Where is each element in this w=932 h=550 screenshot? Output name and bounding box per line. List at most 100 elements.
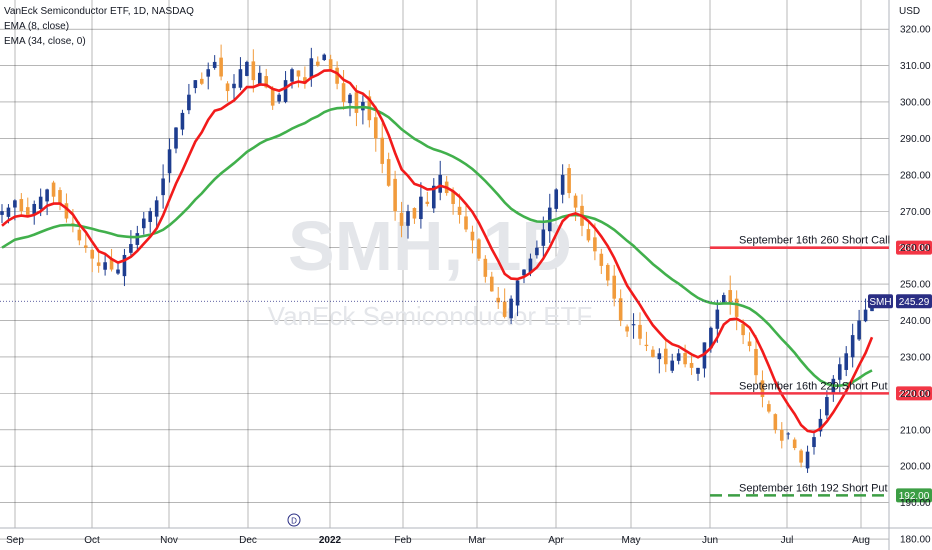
candle-body: [399, 212, 404, 226]
y-tick-label: 240.00: [900, 316, 931, 327]
watermark: SMH, 1D VanEck Semiconductor ETF: [268, 207, 593, 331]
candle: [290, 67, 294, 89]
candle-body: [547, 207, 552, 232]
y-tick-label: 230.00: [900, 352, 931, 363]
candle-body: [206, 69, 211, 77]
candle-body: [477, 239, 481, 259]
candle-body: [0, 211, 4, 215]
event-marker[interactable]: D: [287, 513, 301, 527]
candle: [734, 290, 739, 331]
y-tick-label: 190.00: [900, 498, 931, 509]
x-tick-label: Dec: [239, 535, 257, 546]
level-price-tag: [896, 386, 932, 401]
y-tick-label: 200.00: [900, 462, 931, 473]
candle: [238, 57, 243, 91]
candle: [554, 188, 559, 212]
candle-body: [212, 61, 217, 68]
candle-body: [103, 262, 107, 270]
candle-body: [264, 76, 269, 88]
candle: [844, 346, 849, 377]
candle-body: [199, 78, 204, 84]
event-marker-label: D: [291, 517, 297, 526]
candle: [154, 196, 159, 228]
candle: [631, 313, 636, 339]
candle-body: [174, 127, 178, 149]
candle: [25, 197, 30, 217]
candle: [116, 262, 120, 275]
candle-body: [354, 92, 359, 113]
candle: [373, 105, 378, 152]
candle-body: [734, 298, 739, 317]
candle-body: [180, 112, 185, 130]
x-tick-label: Aug: [852, 535, 870, 546]
candle: [348, 92, 352, 117]
candle-body: [825, 397, 829, 416]
x-tick-label: May: [622, 535, 641, 546]
x-tick-label: Nov: [160, 535, 178, 546]
candle-body: [90, 249, 95, 259]
candle-body: [605, 264, 610, 281]
candle: [676, 348, 681, 365]
candle-body: [709, 327, 713, 349]
candle-body: [786, 433, 791, 435]
candle-body: [535, 247, 539, 256]
candle-body: [167, 149, 172, 174]
candle-body: [406, 211, 410, 226]
candle: [502, 288, 507, 319]
candle: [341, 69, 346, 110]
candle-body: [6, 207, 11, 217]
candle-body: [625, 326, 629, 332]
candle: [335, 61, 339, 90]
candle: [148, 207, 153, 233]
candle: [605, 263, 610, 287]
candle-body: [122, 254, 127, 277]
candle-body: [380, 137, 385, 164]
candle: [444, 175, 449, 196]
candle: [386, 152, 391, 187]
candle-body: [393, 178, 397, 212]
candle-body: [689, 362, 694, 368]
candle: [193, 80, 198, 94]
candle: [161, 164, 165, 209]
x-tick-label: Feb: [394, 535, 412, 546]
candle-body: [116, 269, 120, 274]
candle-body: [315, 61, 320, 66]
candle: [683, 344, 687, 368]
level-label: September 16th 192 Short Put: [739, 482, 888, 494]
candle: [779, 422, 784, 449]
candle-body: [270, 89, 275, 106]
candle-body: [32, 203, 37, 215]
candle: [245, 60, 249, 77]
candle: [399, 201, 404, 238]
candle-body: [670, 360, 675, 371]
candle: [251, 49, 256, 93]
candle: [470, 225, 475, 254]
candle-body: [38, 196, 43, 209]
candle-body: [425, 201, 430, 204]
candle: [277, 92, 281, 104]
candle-body: [657, 353, 662, 360]
legend-symbol: VanEck Semiconductor ETF, 1D, NASDAQ: [4, 6, 194, 17]
legend: VanEck Semiconductor ETF, 1D, NASDAQ EMA…: [4, 4, 194, 49]
candle: [573, 193, 578, 222]
event-marker-circle: [287, 513, 301, 527]
candle-body: [328, 59, 333, 70]
candle-body: [335, 67, 339, 84]
candle-body: [457, 206, 462, 215]
candle-body: [257, 72, 262, 86]
candle-body: [599, 253, 604, 266]
candle: [805, 445, 810, 473]
candle: [380, 123, 385, 174]
candle: [180, 109, 185, 136]
y-tick-label: 260.00: [900, 243, 931, 254]
legend-ema-fast: EMA (8, close): [4, 21, 70, 32]
candle-body: [593, 237, 597, 252]
candle: [303, 66, 307, 89]
candle: [651, 346, 655, 358]
symbol-badge: [868, 294, 893, 309]
candle-body: [721, 295, 726, 305]
candle-body: [386, 159, 391, 186]
candle-body: [489, 276, 494, 292]
